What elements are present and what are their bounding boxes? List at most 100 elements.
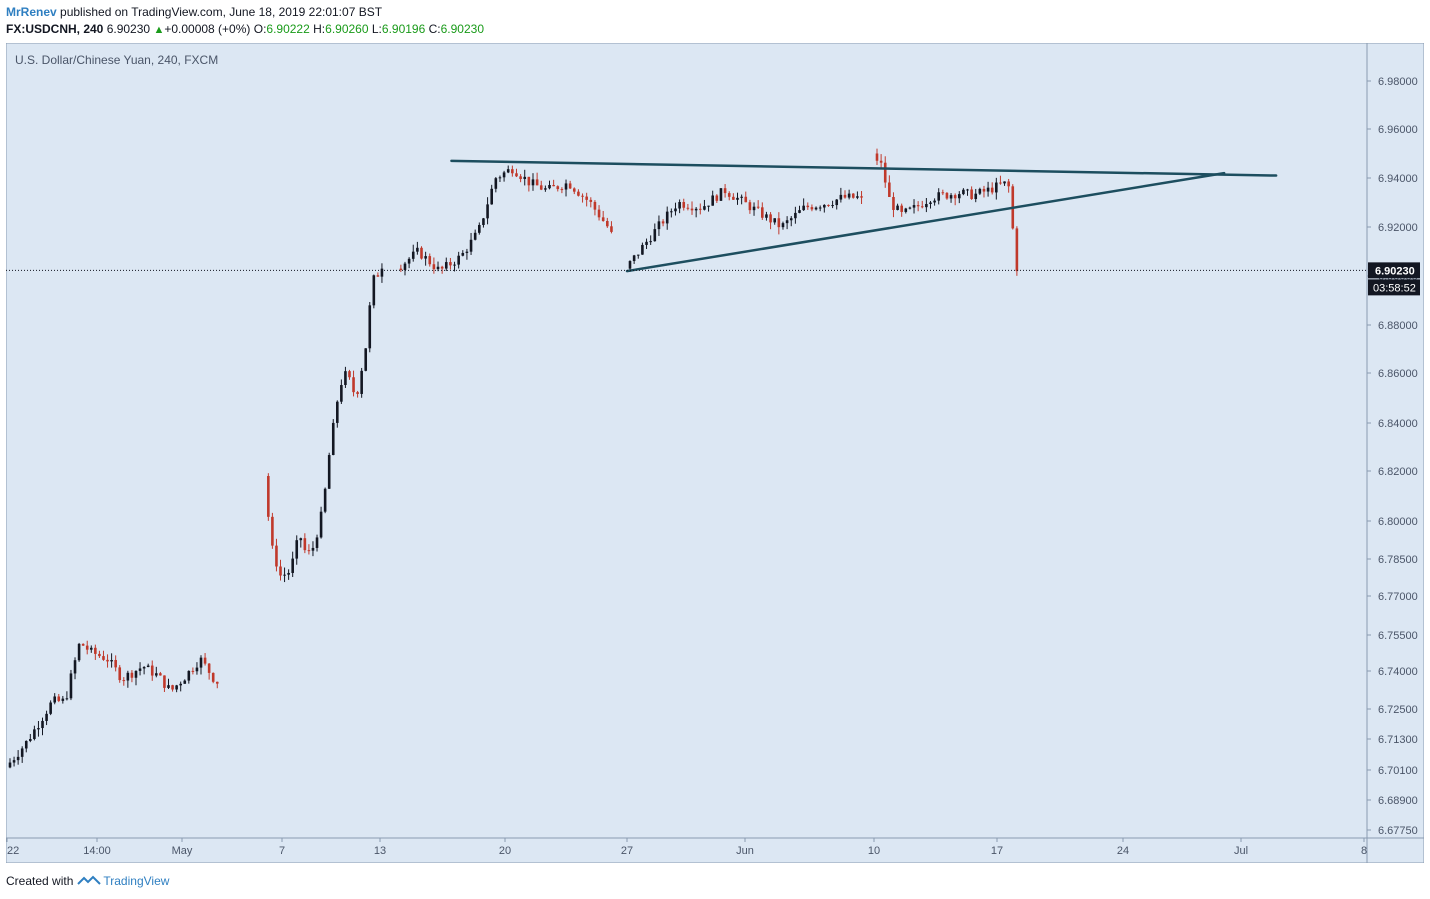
trendlines-layer[interactable]	[450, 159, 1278, 273]
candle-body	[736, 197, 739, 200]
candle-body	[323, 488, 327, 512]
candle-body	[560, 189, 564, 191]
candle-body	[843, 194, 847, 198]
candle-body	[65, 698, 69, 700]
countdown-label: 03:58:52	[1368, 279, 1420, 296]
candle-body	[356, 392, 359, 394]
candle-body	[769, 214, 772, 223]
candle-body	[818, 207, 822, 209]
price-tick-label: 6.84000	[1378, 418, 1418, 430]
candle-body	[827, 204, 830, 206]
candle-body	[73, 660, 77, 674]
candle-body	[601, 217, 605, 221]
candle-body	[319, 511, 323, 538]
candle-body	[686, 207, 690, 209]
candle-body	[678, 202, 681, 209]
candle-body	[781, 223, 785, 228]
price-tick-label: 6.96000	[1378, 124, 1418, 136]
candle-body	[368, 305, 372, 349]
candle-body	[798, 210, 801, 213]
candle-body	[126, 672, 130, 681]
candle-body	[12, 760, 16, 763]
candle-body	[69, 673, 73, 699]
time-tick-label: 8	[1361, 845, 1367, 857]
candle-body	[311, 547, 315, 551]
candle-body	[473, 232, 477, 240]
candle-body	[444, 262, 448, 269]
candle-body	[449, 262, 452, 266]
price-tick-label: 6.72500	[1378, 704, 1418, 716]
candle-body	[33, 729, 36, 740]
candle-body	[89, 647, 93, 650]
candle-body	[303, 538, 307, 551]
time-tick-label: 27	[621, 845, 633, 857]
candle-body	[110, 659, 113, 662]
tradingview-link[interactable]: TradingView	[103, 874, 170, 888]
candle-body	[856, 196, 859, 198]
candle-body	[506, 169, 510, 173]
candle-body	[275, 545, 278, 567]
candle-body	[267, 476, 270, 517]
candle-body	[348, 371, 351, 378]
candle-body	[916, 205, 920, 207]
candle-body	[707, 205, 710, 207]
candle-body	[344, 371, 347, 386]
candle-body	[593, 201, 597, 210]
candle-body	[802, 205, 805, 211]
candle-body	[986, 187, 990, 192]
candle-body	[831, 205, 834, 207]
price-tick-label: 6.68900	[1378, 795, 1418, 807]
candle-body	[61, 698, 65, 701]
candle-body	[544, 188, 547, 190]
candle-body	[773, 218, 777, 223]
candle-body	[77, 643, 81, 661]
candle-body	[564, 183, 568, 190]
candle-body	[424, 256, 427, 259]
candle-body	[85, 645, 89, 650]
candle-body	[465, 251, 469, 253]
candle-body	[806, 205, 810, 208]
trendline-resistance[interactable]	[450, 159, 1278, 177]
candle-body	[436, 266, 440, 270]
candle-body	[457, 255, 460, 265]
time-axis[interactable]: 22 14:00 May 7 13 20 27 Jun 10 17 24 Jul 8	[6, 838, 1367, 857]
price-tick-label: 6.78500	[1378, 554, 1418, 566]
candle-body	[900, 205, 903, 212]
candle-body	[53, 696, 57, 703]
price-chart[interactable]: U.S. Dollar/Chinese Yuan, 240, FXCM 6.98…	[6, 43, 1424, 863]
candle-body	[888, 182, 891, 197]
candle-body	[531, 179, 535, 186]
candle-body	[962, 189, 965, 195]
candle-body	[649, 241, 652, 243]
candle-body	[674, 208, 677, 212]
candle-body	[283, 574, 286, 576]
last-price: 6.90230	[106, 22, 151, 36]
candle-body	[16, 756, 20, 761]
open-label: O:	[253, 22, 267, 36]
candle-body	[122, 680, 126, 682]
candle-body	[315, 537, 319, 548]
candle-body	[920, 206, 924, 208]
candle-body	[279, 566, 282, 576]
price-tick-label: 6.92000	[1378, 222, 1418, 234]
author-link[interactable]: MrRenev	[6, 5, 57, 19]
candle-body	[191, 670, 195, 672]
candle-body	[295, 540, 299, 559]
candle-body	[482, 218, 485, 225]
low-value: 6.90196	[381, 22, 426, 36]
candle-body	[777, 218, 781, 228]
candle-body	[814, 207, 818, 210]
candle-body	[411, 251, 415, 259]
trendline-support[interactable]	[625, 171, 1226, 273]
candle-body	[130, 672, 134, 678]
candle-body	[432, 264, 436, 270]
candle-body	[453, 264, 456, 266]
candle-body	[752, 206, 756, 211]
candle-body	[478, 224, 481, 233]
candle-body	[187, 670, 191, 681]
candle-body	[167, 685, 170, 688]
candle-body	[428, 256, 432, 265]
candle-body	[789, 218, 793, 221]
candles-layer	[8, 148, 1019, 769]
candle-body	[179, 683, 182, 686]
